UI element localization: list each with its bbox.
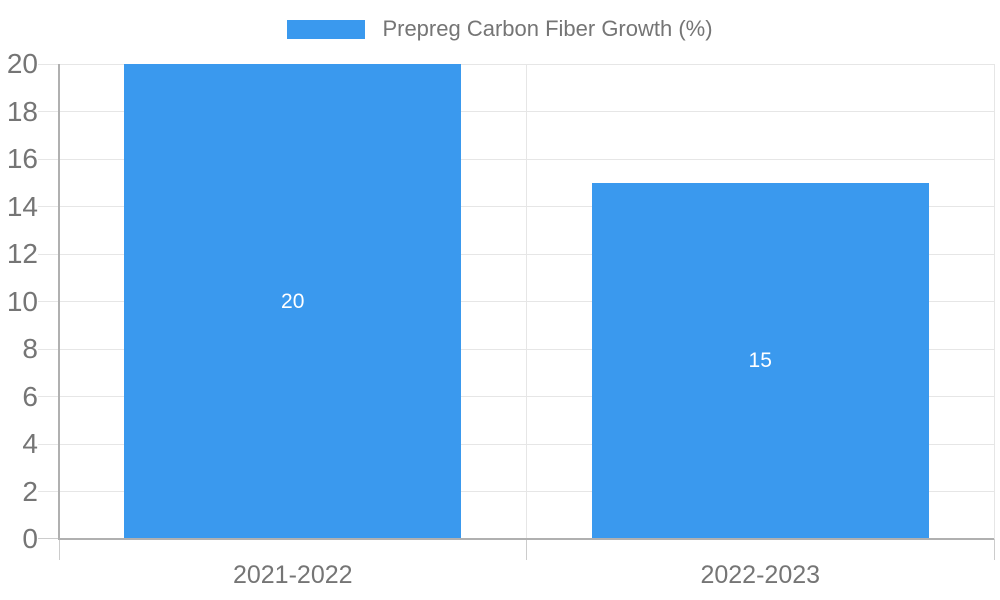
gridline <box>38 396 994 397</box>
y-tick-label: 16 <box>6 143 38 174</box>
gridline <box>38 63 994 65</box>
gridline <box>38 253 994 255</box>
gridline <box>38 111 994 112</box>
axis-tick <box>58 539 60 560</box>
legend-swatch[interactable] <box>287 19 366 39</box>
y-tick-label: 10 <box>6 285 38 317</box>
x-category-label: 2021-2022 <box>232 561 353 589</box>
gridline <box>38 491 994 492</box>
legend-label: Prepreg Carbon Fiber Growth (%) <box>382 16 713 41</box>
y-tick-label: 20 <box>6 48 38 79</box>
gridline <box>38 443 994 445</box>
gridline <box>993 64 995 539</box>
axis-tick <box>526 539 527 560</box>
y-tick-label: 8 <box>22 333 38 364</box>
gridline <box>38 348 994 350</box>
y-tick-label: 6 <box>22 380 38 412</box>
y-tick-label: 4 <box>22 428 38 459</box>
gridline <box>38 158 994 160</box>
bar-value-label: 15 <box>748 348 772 372</box>
axis-tick <box>38 538 59 539</box>
bar[interactable] <box>591 182 929 539</box>
gridline <box>38 301 994 302</box>
y-tick-label: 18 <box>6 95 38 127</box>
x-category-label: 2022-2023 <box>700 561 821 589</box>
y-tick-label: 2 <box>22 475 38 507</box>
bar-value-label: 20 <box>281 289 305 313</box>
y-tick-label: 12 <box>6 238 38 269</box>
y-tick-label: 0 <box>22 523 38 554</box>
gridline <box>526 64 527 539</box>
x-axis-line <box>58 538 994 540</box>
axis-tick <box>993 539 995 560</box>
y-axis-line <box>58 64 60 539</box>
legend[interactable]: Prepreg Carbon Fiber Growth (%) <box>0 16 1000 42</box>
gridline <box>38 206 994 207</box>
bar[interactable] <box>124 64 462 539</box>
y-tick-label: 14 <box>6 190 38 222</box>
